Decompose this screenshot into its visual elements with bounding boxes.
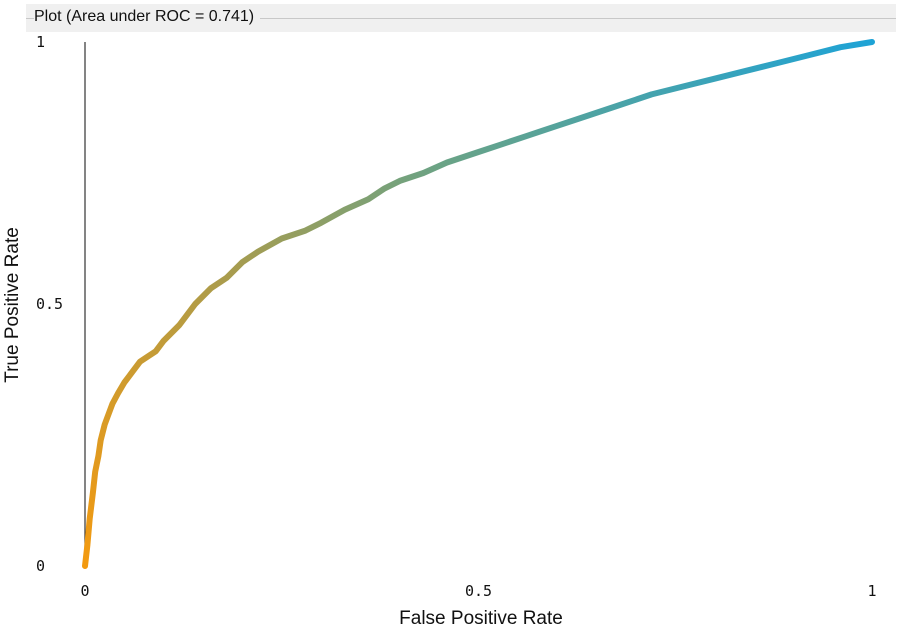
y-axis-label: True Positive Rate bbox=[2, 227, 23, 383]
y-tick-label: 1 bbox=[36, 33, 45, 51]
x-tick-label: 1 bbox=[867, 582, 876, 600]
roc-curve bbox=[82, 39, 875, 569]
x-tick-label: 0.5 bbox=[465, 582, 492, 600]
x-tick-label: 0 bbox=[80, 582, 89, 600]
y-tick-label: 0 bbox=[36, 557, 45, 575]
title-divider bbox=[26, 18, 896, 19]
plot-title: Plot (Area under ROC = 0.741) bbox=[34, 8, 261, 26]
y-tick-label: 0.5 bbox=[36, 295, 63, 313]
x-axis-label: False Positive Rate bbox=[399, 608, 563, 629]
plot-title-bar: Plot (Area under ROC = 0.741) bbox=[26, 4, 896, 32]
